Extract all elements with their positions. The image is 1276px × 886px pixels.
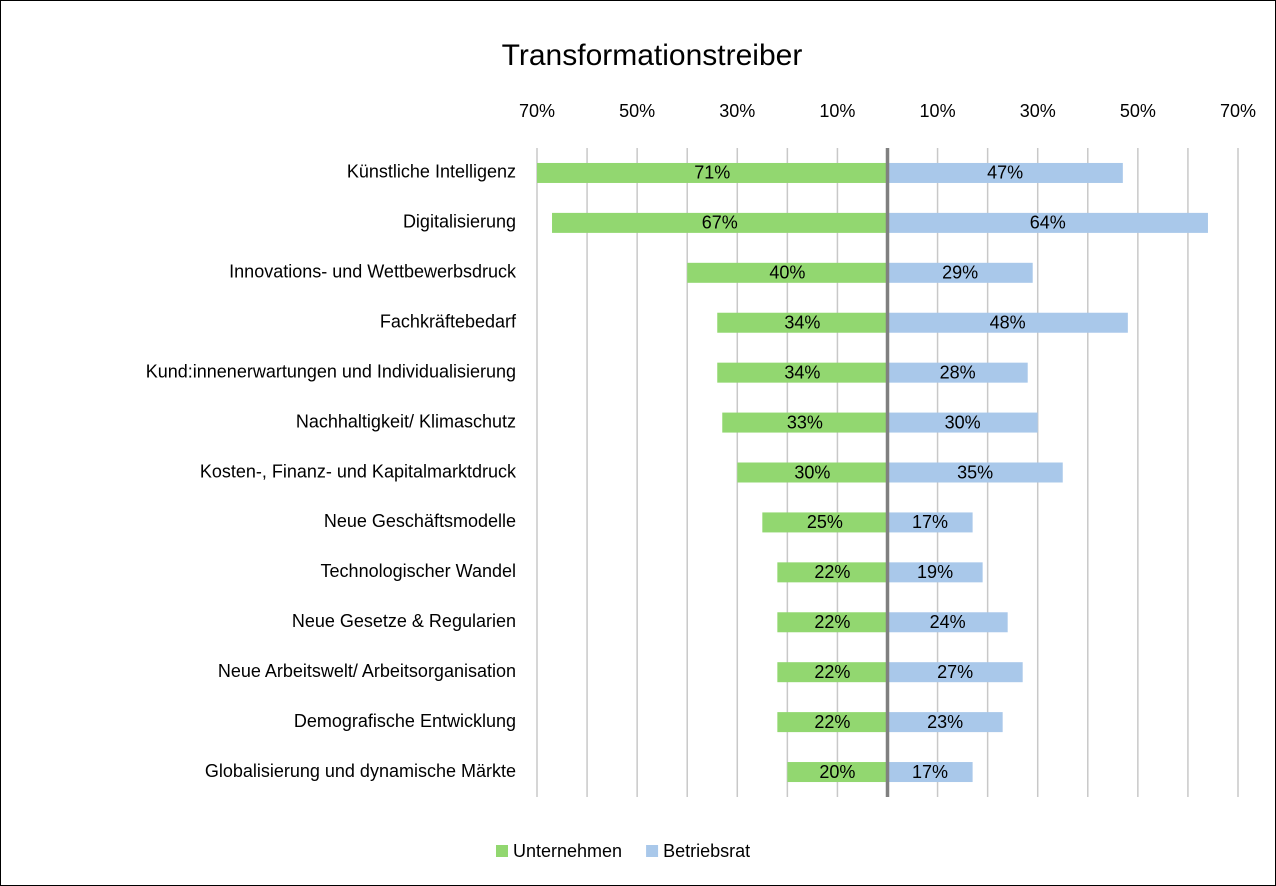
bar xyxy=(887,362,1028,383)
category-label: Neue Gesetze & Regularien xyxy=(292,611,516,631)
bar xyxy=(777,562,888,583)
x-tick-label: 50% xyxy=(619,101,655,121)
bar xyxy=(887,562,983,583)
data-label: 48% xyxy=(990,312,1026,332)
category-label: Fachkräftebedarf xyxy=(380,311,517,331)
bar xyxy=(777,612,888,633)
legend-label: Betriebsrat xyxy=(663,841,750,861)
x-tick-label: 50% xyxy=(1120,101,1156,121)
data-label: 20% xyxy=(819,762,855,782)
bar xyxy=(887,312,1128,333)
data-label: 34% xyxy=(784,312,820,332)
data-label: 33% xyxy=(787,412,823,432)
bar xyxy=(717,312,888,333)
category-label: Digitalisierung xyxy=(403,212,516,232)
category-label: Innovations- und Wettbewerbsdruck xyxy=(229,262,517,282)
data-label: 22% xyxy=(814,662,850,682)
data-label: 28% xyxy=(940,362,976,382)
category-label: Technologischer Wandel xyxy=(321,561,516,581)
bar xyxy=(887,262,1033,283)
data-label: 35% xyxy=(957,462,993,482)
bar xyxy=(552,212,888,233)
legend-swatch xyxy=(646,845,659,857)
data-label: 25% xyxy=(807,512,843,532)
bar xyxy=(722,412,888,433)
x-tick-label: 70% xyxy=(1220,101,1256,121)
bar xyxy=(787,762,888,783)
category-label: Demografische Entwicklung xyxy=(294,711,516,731)
data-label: 40% xyxy=(769,263,805,283)
bar xyxy=(887,462,1063,483)
data-label: 19% xyxy=(917,562,953,582)
x-tick-label: 10% xyxy=(819,101,855,121)
data-label: 22% xyxy=(814,612,850,632)
bar xyxy=(887,212,1208,233)
category-label: Künstliche Intelligenz xyxy=(347,162,516,182)
data-label: 27% xyxy=(937,662,973,682)
data-label: 67% xyxy=(702,213,738,233)
data-label: 34% xyxy=(784,362,820,382)
bar xyxy=(717,362,888,383)
bar xyxy=(762,512,888,533)
category-label: Neue Geschäftsmodelle xyxy=(324,511,516,531)
data-label: 22% xyxy=(814,562,850,582)
bar xyxy=(777,662,888,683)
bar xyxy=(777,712,888,733)
category-label: Globalisierung und dynamische Märkte xyxy=(205,761,516,781)
x-tick-label: 70% xyxy=(519,101,555,121)
bar xyxy=(887,512,973,533)
data-label: 17% xyxy=(912,762,948,782)
data-label: 30% xyxy=(794,462,830,482)
bar xyxy=(537,162,888,183)
category-label: Neue Arbeitswelt/ Arbeitsorganisation xyxy=(218,661,516,681)
data-label: 64% xyxy=(1030,213,1066,233)
data-label: 29% xyxy=(942,263,978,283)
category-label: Kosten-, Finanz- und Kapitalmarktdruck xyxy=(200,461,517,481)
data-label: 17% xyxy=(912,512,948,532)
legend-swatch xyxy=(496,845,508,857)
chart-title: Transformationstreiber xyxy=(502,39,803,72)
data-label: 71% xyxy=(694,163,730,183)
bar xyxy=(737,462,888,483)
data-label: 22% xyxy=(814,712,850,732)
bars xyxy=(537,162,1208,783)
bar xyxy=(687,262,888,283)
x-tick-label: 30% xyxy=(719,101,755,121)
bar xyxy=(887,162,1123,183)
bar xyxy=(887,762,973,783)
bar xyxy=(887,712,1003,733)
data-label: 47% xyxy=(987,163,1023,183)
bar xyxy=(887,662,1023,683)
x-tick-label: 30% xyxy=(1020,101,1056,121)
data-label: 23% xyxy=(927,712,963,732)
category-label: Nachhaltigkeit/ Klimaschutz xyxy=(296,411,516,431)
bar xyxy=(887,412,1038,433)
category-label: Kund:innenerwartungen und Individualisie… xyxy=(146,361,516,381)
data-label: 30% xyxy=(945,412,981,432)
data-label: 24% xyxy=(930,612,966,632)
legend-label: Unternehmen xyxy=(513,841,622,861)
bar xyxy=(887,612,1008,633)
x-tick-label: 10% xyxy=(920,101,956,121)
